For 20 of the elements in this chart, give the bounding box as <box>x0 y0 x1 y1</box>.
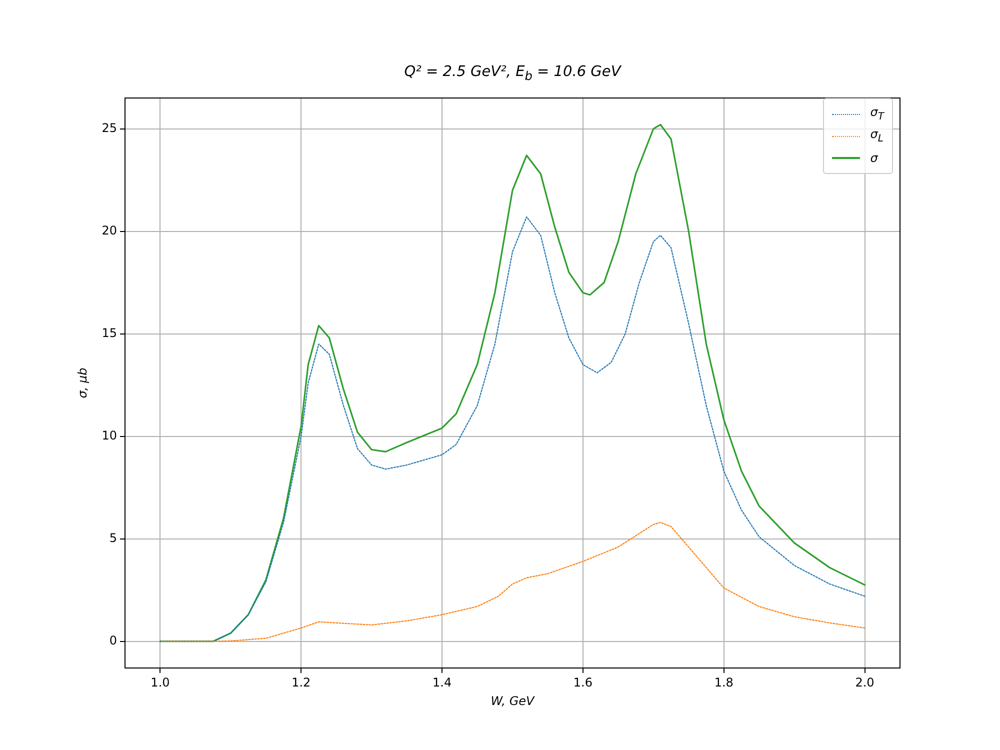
x-tick-label: 1.6 <box>573 675 592 690</box>
x-tick-label: 1.8 <box>714 675 734 690</box>
y-tick-label: 0 <box>109 633 117 648</box>
legend-label: σ$_{L}$ <box>870 127 884 145</box>
x-tick-label: 1.2 <box>292 675 311 690</box>
x-tick-label: 2.0 <box>855 675 874 690</box>
y-tick-label: 25 <box>102 120 117 135</box>
x-tick-label: 1.0 <box>150 675 170 690</box>
y-tick-label: 10 <box>102 428 117 442</box>
legend-label: σ$_{T}$ <box>870 105 884 123</box>
line-series <box>160 216 866 642</box>
chart-title: Q² = 2.5 GeV², E$_{b}$ = 10.6 GeV <box>403 64 622 83</box>
line-series <box>160 522 866 642</box>
legend-label: σ <box>870 151 878 165</box>
y-axis-title: σ, μb <box>75 367 90 398</box>
x-tick-label: 1.4 <box>432 675 452 690</box>
y-tick-label: 15 <box>102 326 117 340</box>
y-tick-label: 5 <box>109 530 117 545</box>
x-axis-title: W, GeV <box>490 694 535 708</box>
y-tick-label: 20 <box>102 223 117 238</box>
